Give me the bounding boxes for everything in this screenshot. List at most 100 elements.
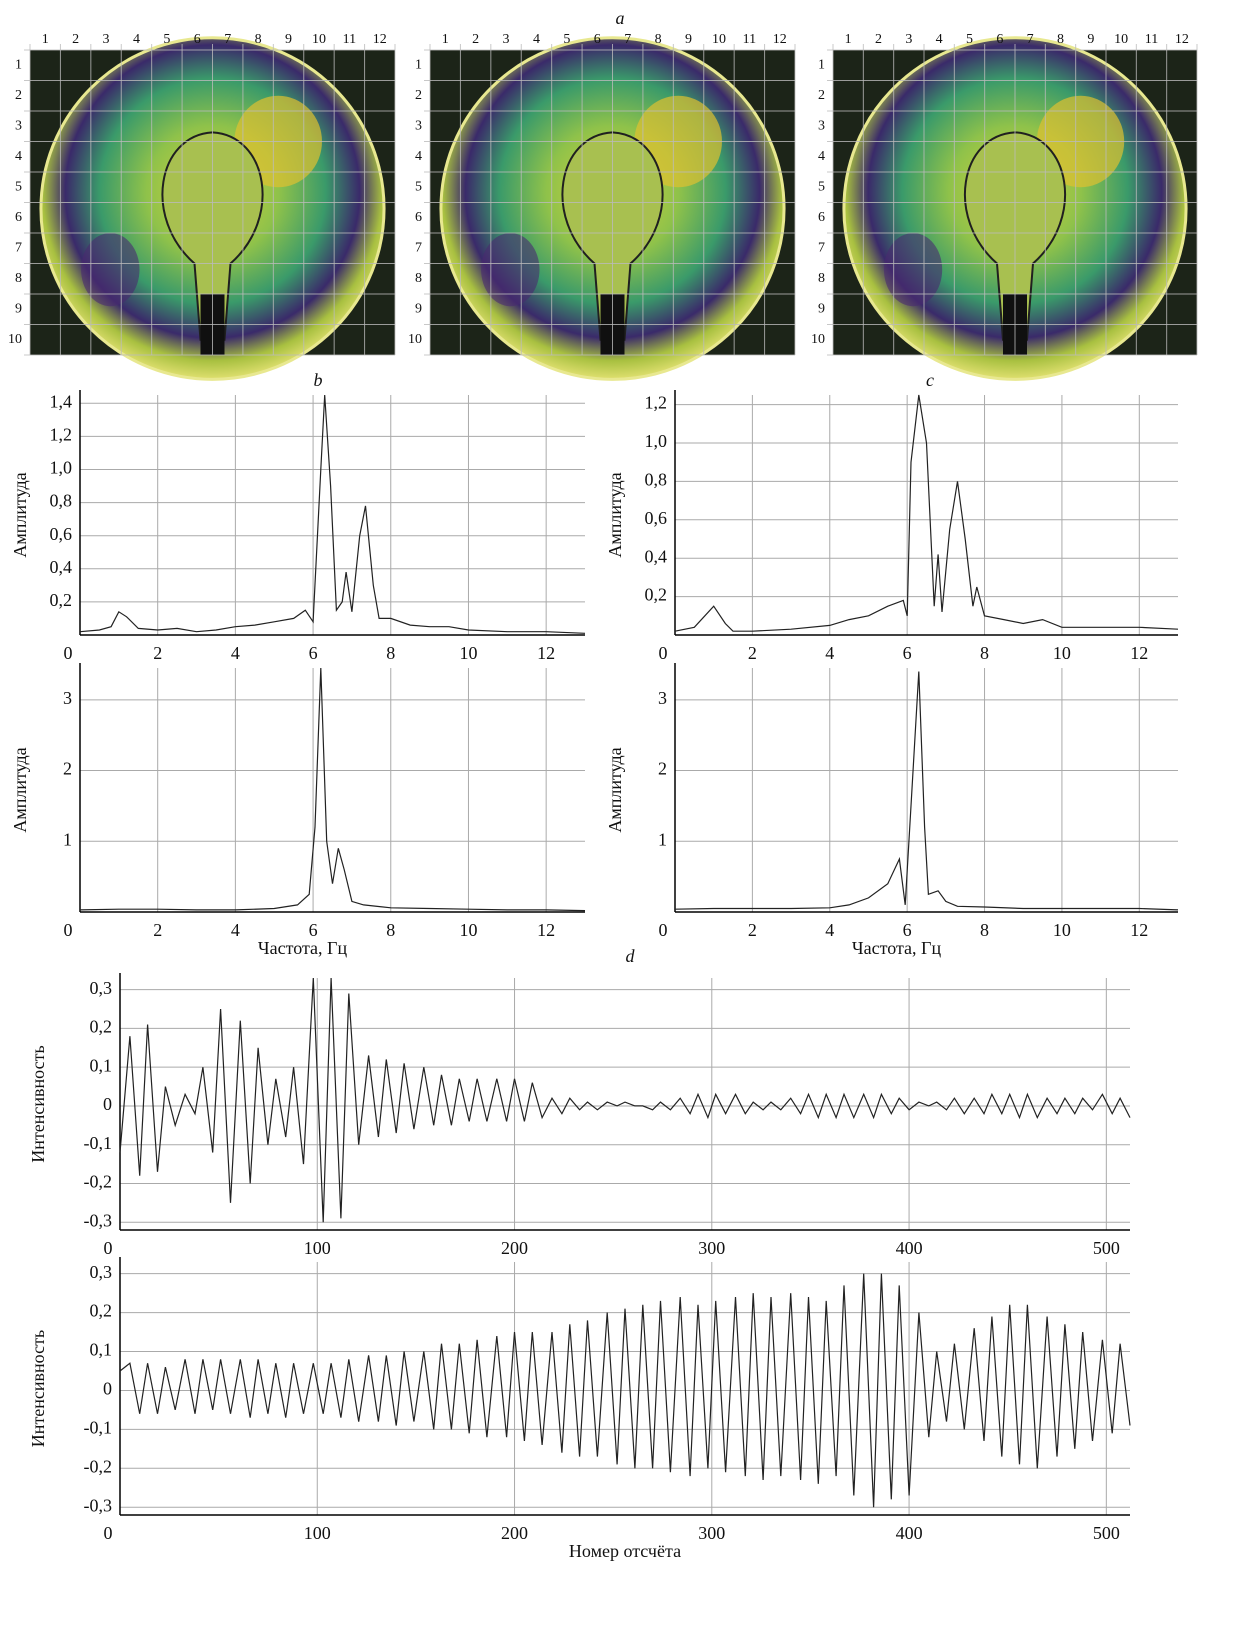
photo-row-label: 4 bbox=[415, 149, 422, 164]
photo-column-label: 4 bbox=[936, 32, 943, 47]
y-tick-label: 1,2 bbox=[645, 393, 668, 413]
x-tick-label: 0 bbox=[104, 1238, 113, 1258]
x-tick-label: 100 bbox=[304, 1523, 331, 1543]
x-tick-label: 4 bbox=[231, 643, 240, 663]
y-tick-label: 1,2 bbox=[50, 425, 73, 445]
x-tick-label: 4 bbox=[825, 920, 834, 940]
photo-column-label: 6 bbox=[194, 32, 201, 47]
photo-row-label: 6 bbox=[415, 210, 422, 225]
photo-column-label: 7 bbox=[1027, 32, 1034, 47]
photo-row-label: 3 bbox=[415, 118, 422, 133]
y-tick-label: 3 bbox=[658, 688, 667, 708]
photo-row-label: 3 bbox=[818, 118, 825, 133]
photo-column-label: 7 bbox=[224, 32, 231, 47]
photo-column-label: 12 bbox=[1175, 32, 1189, 47]
photo-column-label: 8 bbox=[655, 32, 662, 47]
data-line bbox=[119, 977, 1131, 1223]
x-tick-label: 400 bbox=[896, 1523, 923, 1543]
photo-row-label: 10 bbox=[8, 332, 22, 347]
x-tick-label: 2 bbox=[748, 920, 757, 940]
x-tick-label: 8 bbox=[386, 643, 395, 663]
panel-label: b bbox=[314, 370, 323, 390]
x-axis-label: Частота, Гц bbox=[852, 938, 942, 958]
photo-row-label: 6 bbox=[818, 210, 825, 225]
y-tick-label: 0,2 bbox=[90, 1301, 113, 1321]
photo-row-label: 5 bbox=[818, 179, 825, 194]
x-tick-label: 12 bbox=[1130, 920, 1148, 940]
y-tick-label: 0,2 bbox=[90, 1017, 113, 1037]
data-line bbox=[79, 394, 586, 634]
photo-column-label: 3 bbox=[503, 32, 510, 47]
x-tick-label: 6 bbox=[903, 643, 912, 663]
x-tick-label: 10 bbox=[1053, 920, 1071, 940]
photo-row-label: 7 bbox=[415, 240, 422, 255]
data-line bbox=[119, 1273, 1131, 1508]
y-tick-label: 0,8 bbox=[50, 491, 73, 511]
panel-label: a bbox=[616, 8, 625, 28]
x-tick-label: 0 bbox=[659, 643, 668, 663]
photo-column-label: 1 bbox=[442, 32, 449, 47]
y-tick-label: -0,1 bbox=[84, 1133, 113, 1153]
photo-column-label: 5 bbox=[563, 32, 570, 47]
x-tick-label: 0 bbox=[104, 1523, 113, 1543]
photo-column-label: 8 bbox=[255, 32, 262, 47]
x-tick-label: 200 bbox=[501, 1523, 528, 1543]
photo-row-label: 9 bbox=[15, 301, 22, 316]
x-tick-label: 8 bbox=[980, 643, 989, 663]
photo-row-label: 2 bbox=[818, 88, 825, 103]
photo-column-label: 12 bbox=[373, 32, 387, 47]
photo-column-label: 10 bbox=[312, 32, 326, 47]
y-tick-label: 0,4 bbox=[50, 557, 73, 577]
photo-column-label: 4 bbox=[533, 32, 540, 47]
photo-row-label: 10 bbox=[811, 332, 825, 347]
x-tick-label: 4 bbox=[825, 643, 834, 663]
y-tick-label: 0 bbox=[103, 1379, 112, 1399]
photo-column-label: 1 bbox=[845, 32, 852, 47]
y-tick-label: 1,0 bbox=[645, 431, 668, 451]
x-tick-label: 0 bbox=[64, 920, 73, 940]
photo-column-label: 2 bbox=[472, 32, 479, 47]
y-tick-label: 0,6 bbox=[50, 524, 73, 544]
y-tick-label: -0,3 bbox=[84, 1210, 113, 1230]
photo-column-label: 4 bbox=[133, 32, 140, 47]
x-tick-label: 100 bbox=[304, 1238, 331, 1258]
photo-column-label: 3 bbox=[905, 32, 912, 47]
x-tick-label: 500 bbox=[1093, 1238, 1120, 1258]
photo-column-label: 5 bbox=[966, 32, 973, 47]
photo-column-label: 9 bbox=[685, 32, 692, 47]
y-tick-label: 3 bbox=[63, 688, 72, 708]
photo-row-label: 8 bbox=[818, 271, 825, 286]
photo-row-label: 4 bbox=[818, 149, 825, 164]
y-tick-label: 2 bbox=[658, 759, 667, 779]
y-tick-label: 0,6 bbox=[645, 508, 668, 528]
x-tick-label: 4 bbox=[231, 920, 240, 940]
photo-column-label: 11 bbox=[343, 32, 356, 47]
y-tick-label: 1,0 bbox=[50, 458, 73, 478]
photo-row-label: 2 bbox=[415, 88, 422, 103]
photo-column-label: 6 bbox=[594, 32, 601, 47]
x-tick-label: 6 bbox=[903, 920, 912, 940]
y-tick-label: 0 bbox=[103, 1094, 112, 1114]
photo-column-label: 3 bbox=[103, 32, 110, 47]
y-axis-label: Интенсивность bbox=[28, 1045, 48, 1162]
photo-blob bbox=[883, 233, 943, 307]
x-tick-label: 0 bbox=[64, 643, 73, 663]
photo-row-label: 1 bbox=[15, 57, 22, 72]
photo-row-label: 1 bbox=[818, 57, 825, 72]
y-axis-label: Амплитуда bbox=[605, 747, 625, 832]
panel-label: d bbox=[626, 946, 636, 966]
y-tick-label: 0,1 bbox=[90, 1340, 113, 1360]
y-axis-label: Амплитуда bbox=[10, 747, 30, 832]
y-tick-label: 0,2 bbox=[50, 590, 73, 610]
x-axis-label: Номер отсчёта bbox=[569, 1541, 681, 1561]
photo-row-label: 7 bbox=[818, 240, 825, 255]
y-tick-label: 1 bbox=[63, 829, 72, 849]
panel-label: c bbox=[926, 370, 934, 390]
photo-row-label: 5 bbox=[415, 179, 422, 194]
y-tick-label: 2 bbox=[63, 759, 72, 779]
data-line bbox=[674, 671, 1179, 911]
photo-row-label: 6 bbox=[15, 210, 22, 225]
x-tick-label: 200 bbox=[501, 1238, 528, 1258]
photo-column-label: 2 bbox=[875, 32, 882, 47]
